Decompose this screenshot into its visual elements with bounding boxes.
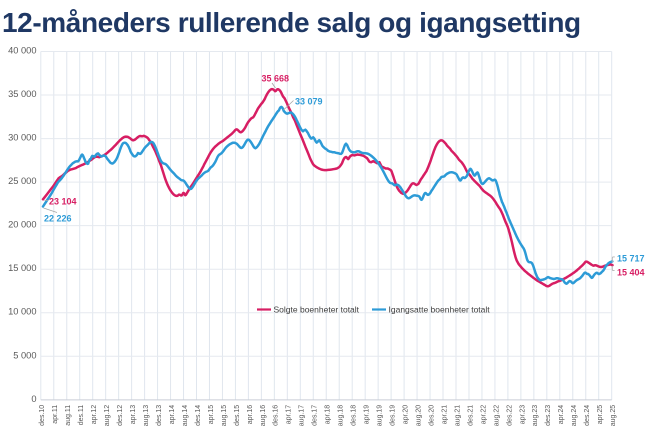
svg-text:40 000: 40 000 <box>8 46 36 56</box>
svg-text:0: 0 <box>31 394 36 404</box>
svg-text:des.14: des.14 <box>195 405 202 426</box>
svg-text:apr.25: apr.25 <box>597 405 604 425</box>
svg-text:des.13: des.13 <box>156 405 163 426</box>
svg-text:des.20: des.20 <box>428 405 435 426</box>
svg-text:des.15: des.15 <box>234 405 241 426</box>
svg-text:apr.14: apr.14 <box>169 405 176 425</box>
svg-text:aug.21: aug.21 <box>454 405 461 427</box>
svg-text:33 079: 33 079 <box>295 97 323 107</box>
svg-text:apr.17: apr.17 <box>286 405 293 425</box>
svg-text:apr.18: apr.18 <box>325 405 332 425</box>
svg-text:35 000: 35 000 <box>8 89 36 99</box>
svg-text:23 104: 23 104 <box>49 197 77 207</box>
svg-text:aug.25: aug.25 <box>610 405 617 427</box>
svg-text:apr.15: apr.15 <box>208 405 215 425</box>
svg-text:aug.14: aug.14 <box>182 405 189 427</box>
svg-text:apr.22: apr.22 <box>480 405 487 425</box>
svg-text:aug.18: aug.18 <box>338 405 345 427</box>
svg-text:apr.21: apr.21 <box>441 405 448 425</box>
svg-text:aug.15: aug.15 <box>221 405 228 427</box>
svg-text:15 404: 15 404 <box>617 267 645 277</box>
svg-text:apr.12: apr.12 <box>91 405 98 425</box>
svg-text:apr.13: apr.13 <box>130 405 137 425</box>
svg-text:des.24: des.24 <box>584 405 591 426</box>
svg-text:aug.20: aug.20 <box>416 405 423 427</box>
svg-text:aug.23: aug.23 <box>532 405 539 427</box>
svg-text:15 000: 15 000 <box>8 263 36 273</box>
svg-text:des.19: des.19 <box>390 405 397 426</box>
svg-text:aug.24: aug.24 <box>571 405 578 427</box>
svg-text:aug.13: aug.13 <box>143 405 150 427</box>
svg-text:apr.20: apr.20 <box>403 405 410 425</box>
svg-text:35 668: 35 668 <box>262 74 290 84</box>
svg-text:des.11: des.11 <box>78 405 85 426</box>
svg-text:apr.23: apr.23 <box>519 405 526 425</box>
svg-text:20 000: 20 000 <box>8 220 36 230</box>
svg-text:Igangsatte boenheter totalt: Igangsatte boenheter totalt <box>389 305 491 315</box>
svg-text:des.23: des.23 <box>545 405 552 426</box>
svg-text:des.21: des.21 <box>467 405 474 426</box>
svg-text:des.17: des.17 <box>312 405 319 426</box>
svg-text:aug.16: aug.16 <box>260 405 267 427</box>
svg-text:aug.22: aug.22 <box>493 405 500 427</box>
svg-text:des.12: des.12 <box>117 405 124 426</box>
svg-text:apr.11: apr.11 <box>52 405 59 424</box>
svg-text:25 000: 25 000 <box>8 176 36 186</box>
svg-text:des.10: des.10 <box>39 405 46 426</box>
svg-text:des.22: des.22 <box>506 405 513 426</box>
svg-text:30 000: 30 000 <box>8 133 36 143</box>
svg-text:aug.19: aug.19 <box>377 405 384 427</box>
svg-text:aug.11: aug.11 <box>65 405 72 426</box>
svg-text:Solgte boenheter totalt: Solgte boenheter totalt <box>274 305 360 315</box>
svg-text:apr.16: apr.16 <box>247 405 254 425</box>
svg-text:apr.24: apr.24 <box>558 405 565 425</box>
svg-text:5 000: 5 000 <box>13 350 36 360</box>
svg-text:22 226: 22 226 <box>44 214 72 224</box>
svg-text:aug.12: aug.12 <box>104 405 111 427</box>
svg-text:des.18: des.18 <box>351 405 358 426</box>
svg-text:des.16: des.16 <box>273 405 280 426</box>
svg-text:15 717: 15 717 <box>617 254 645 264</box>
svg-text:aug.17: aug.17 <box>299 405 306 427</box>
svg-text:10 000: 10 000 <box>8 307 36 317</box>
svg-text:apr.19: apr.19 <box>364 405 371 425</box>
